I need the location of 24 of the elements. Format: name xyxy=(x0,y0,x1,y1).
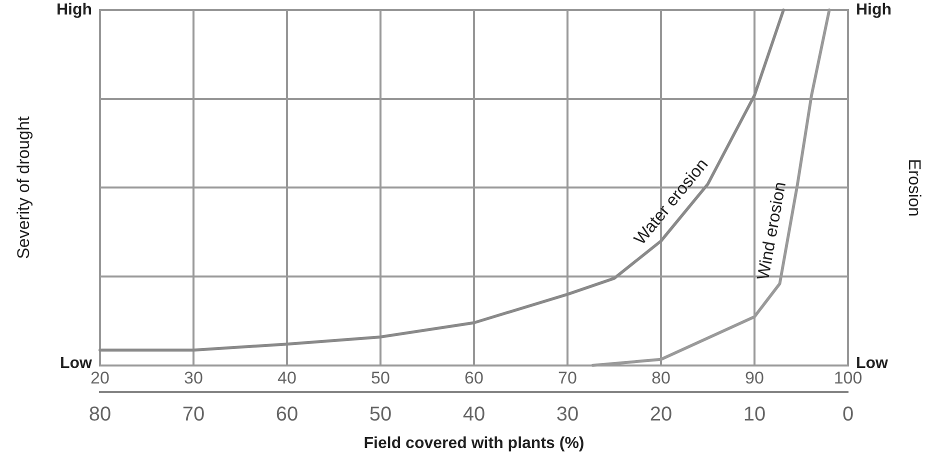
x2-tick-label: 30 xyxy=(556,403,579,426)
x-tick-label: 40 xyxy=(278,368,296,388)
text: High xyxy=(56,1,92,18)
x-tick-label: 20 xyxy=(90,368,110,388)
x2-tick-label: 0 xyxy=(842,403,854,426)
x2-tick-label: 70 xyxy=(182,403,205,426)
x-tick-label: 80 xyxy=(652,368,670,388)
x-tick-label: 60 xyxy=(464,368,484,388)
y-axis-title: Severity of drought xyxy=(14,116,33,260)
x2-tick-label: 20 xyxy=(650,403,672,426)
text: Wind erosion xyxy=(754,180,790,282)
x2-tick-label: 60 xyxy=(276,403,298,426)
x-tick-label: 70 xyxy=(558,368,577,388)
x-tick-label: 50 xyxy=(371,368,390,388)
x-tick-label: 30 xyxy=(184,368,203,388)
x2-tick-label: 40 xyxy=(462,403,486,426)
x2-tick-label: 50 xyxy=(369,403,392,426)
x-axis-title: Field covered with plants (%) xyxy=(364,434,584,452)
x-tick-label: 90 xyxy=(745,368,764,388)
x2-tick-label: 80 xyxy=(88,403,112,426)
x2-tick-label: 10 xyxy=(743,403,766,426)
text: High xyxy=(856,1,892,18)
y2-axis-title: Erosion xyxy=(905,158,924,217)
text: Low xyxy=(60,354,93,372)
